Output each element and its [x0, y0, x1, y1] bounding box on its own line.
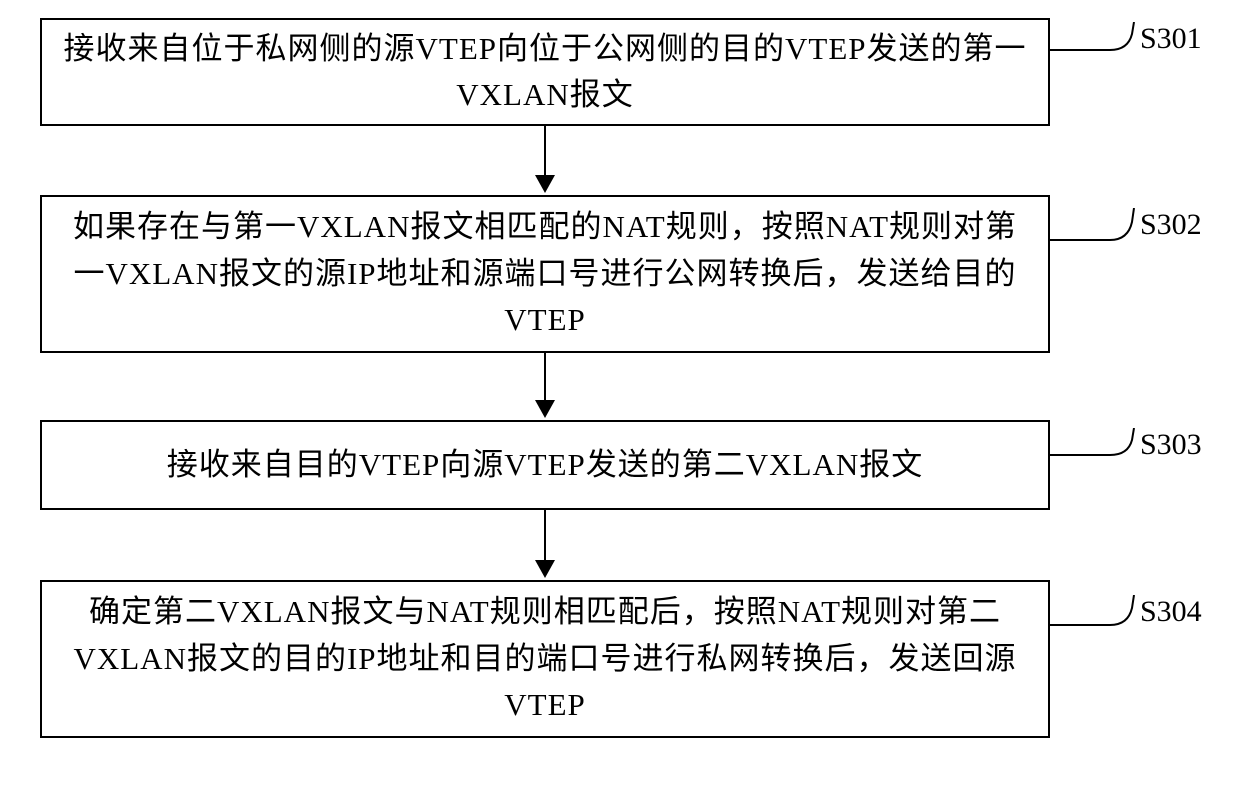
- arrow-1: [535, 126, 555, 193]
- step-4-text: 确定第二VXLAN报文与NAT规则相匹配后，按照NAT规则对第二VXLAN报文的…: [62, 589, 1028, 729]
- flowchart-step-3: 接收来自目的VTEP向源VTEP发送的第二VXLAN报文: [40, 420, 1050, 510]
- step-label-1: S301: [1140, 22, 1202, 56]
- step-label-3: S303: [1140, 428, 1202, 462]
- step-label-2: S302: [1140, 208, 1202, 242]
- flowchart-step-1: 接收来自位于私网侧的源VTEP向位于公网侧的目的VTEP发送的第一VXLAN报文: [40, 18, 1050, 126]
- step-2-text: 如果存在与第一VXLAN报文相匹配的NAT规则，按照NAT规则对第一VXLAN报…: [62, 204, 1028, 344]
- flowchart-step-2: 如果存在与第一VXLAN报文相匹配的NAT规则，按照NAT规则对第一VXLAN报…: [40, 195, 1050, 353]
- connector-2: [1050, 208, 1140, 258]
- flowchart-container: 接收来自位于私网侧的源VTEP向位于公网侧的目的VTEP发送的第一VXLAN报文…: [0, 0, 1239, 793]
- flowchart-step-4: 确定第二VXLAN报文与NAT规则相匹配后，按照NAT规则对第二VXLAN报文的…: [40, 580, 1050, 738]
- arrow-2: [535, 353, 555, 418]
- step-3-text: 接收来自目的VTEP向源VTEP发送的第二VXLAN报文: [167, 442, 923, 489]
- arrow-3: [535, 510, 555, 578]
- connector-4: [1050, 595, 1140, 645]
- connector-1: [1050, 22, 1140, 72]
- step-1-text: 接收来自位于私网侧的源VTEP向位于公网侧的目的VTEP发送的第一VXLAN报文: [62, 26, 1028, 119]
- connector-3: [1050, 428, 1140, 478]
- step-label-4: S304: [1140, 595, 1202, 629]
